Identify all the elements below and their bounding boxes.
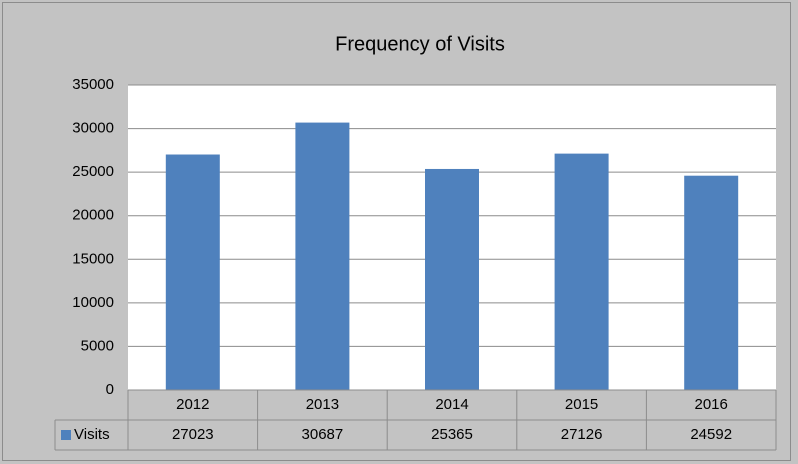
legend-label: Visits bbox=[74, 426, 110, 443]
y-tick-label: 35000 bbox=[72, 76, 114, 93]
bar bbox=[554, 153, 609, 390]
y-tick-label: 25000 bbox=[72, 163, 114, 180]
x-tick-label: 2014 bbox=[435, 396, 468, 413]
y-tick-label: 15000 bbox=[72, 250, 114, 267]
x-tick-label: 2016 bbox=[695, 396, 728, 413]
bar bbox=[684, 175, 739, 390]
x-tick-label: 2013 bbox=[306, 396, 339, 413]
x-tick-label: 2012 bbox=[176, 396, 209, 413]
y-tick-label: 10000 bbox=[72, 294, 114, 311]
table-value: 25365 bbox=[431, 426, 473, 443]
chart-border bbox=[2, 2, 791, 461]
y-tick-label: 5000 bbox=[81, 337, 114, 354]
y-tick-label: 0 bbox=[106, 381, 114, 398]
y-tick-label: 30000 bbox=[72, 120, 114, 137]
table-value: 24592 bbox=[690, 426, 732, 443]
legend-key bbox=[61, 430, 71, 440]
table-value: 27023 bbox=[172, 426, 214, 443]
table-value: 30687 bbox=[302, 426, 344, 443]
chart-title: Frequency of Visits bbox=[335, 33, 505, 55]
table-value: 27126 bbox=[561, 426, 603, 443]
bar bbox=[165, 154, 220, 390]
bar bbox=[425, 168, 479, 390]
y-tick-label: 20000 bbox=[72, 207, 114, 224]
bar bbox=[295, 122, 350, 390]
x-tick-label: 2015 bbox=[565, 396, 598, 413]
